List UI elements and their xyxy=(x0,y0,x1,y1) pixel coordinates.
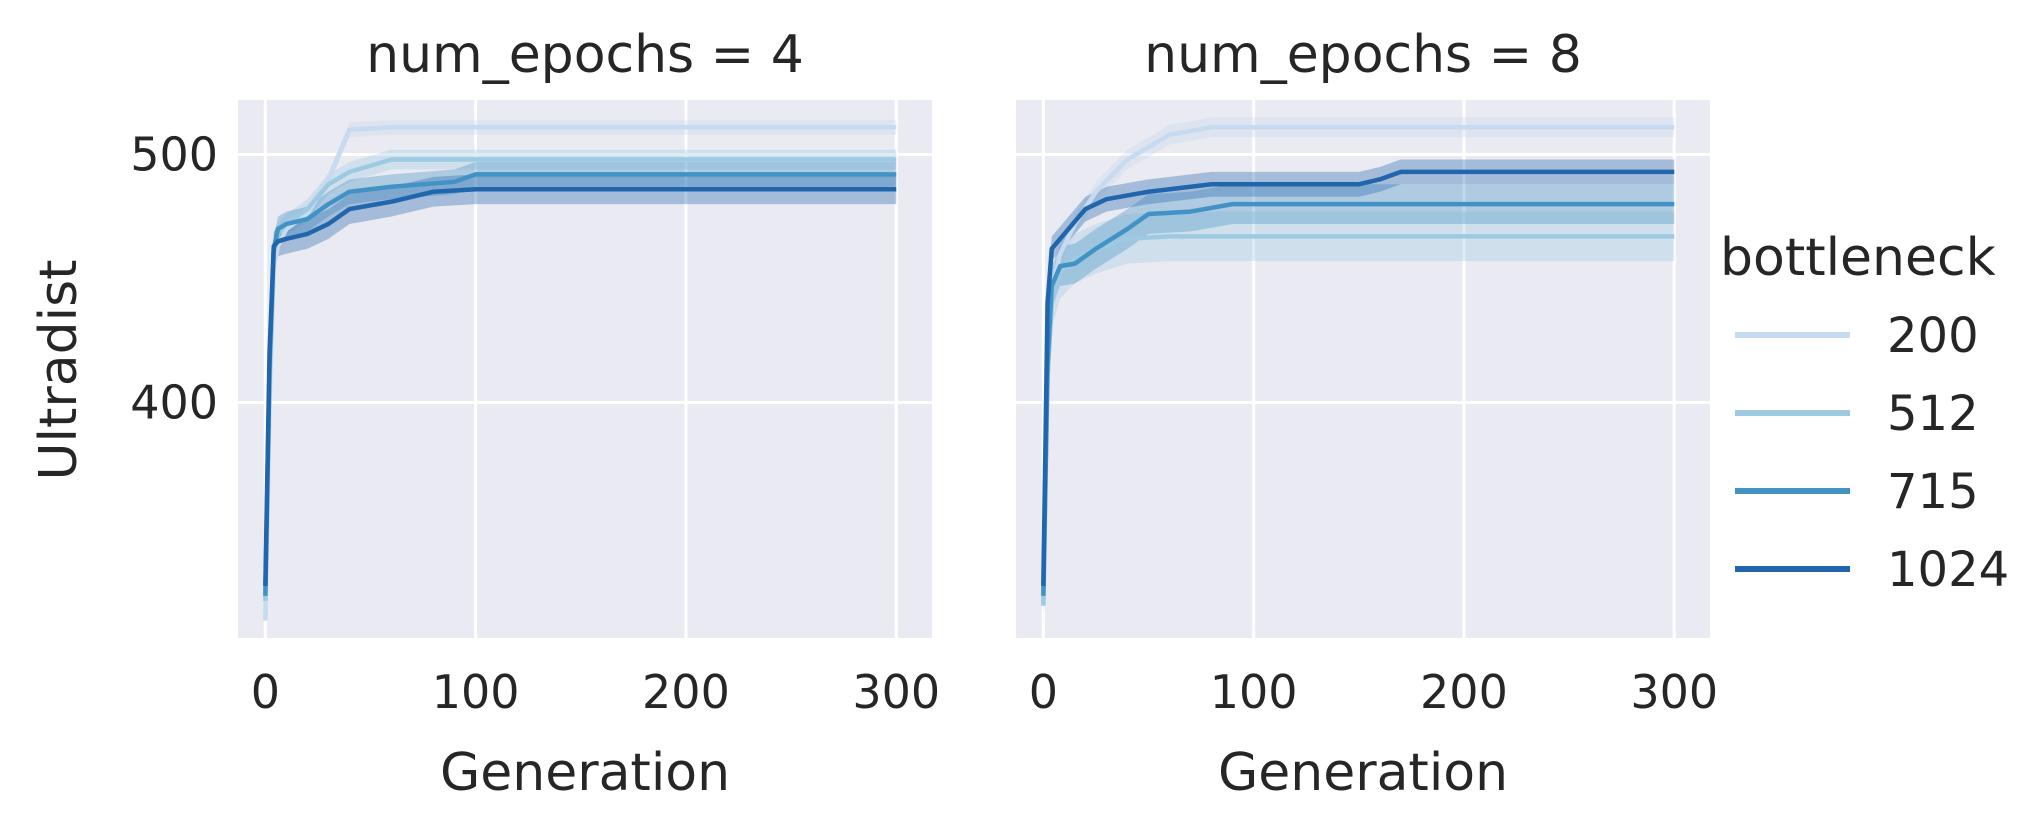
series-line-715 xyxy=(1041,201,1675,596)
legend-label-512: 512 xyxy=(1887,386,1979,442)
legend-label-200: 200 xyxy=(1887,308,1979,364)
legend-label-715: 715 xyxy=(1887,464,1979,520)
x-tick-label: 100 xyxy=(1210,665,1298,719)
series-band-1024 xyxy=(1043,159,1675,599)
panel-title: num_epochs = 4 xyxy=(366,25,804,85)
series-band-715 xyxy=(1043,184,1675,616)
panel-background xyxy=(1016,100,1710,638)
x-tick-label: 300 xyxy=(852,665,940,719)
x-axis-label: Generation xyxy=(1218,743,1508,803)
x-axis-label: Generation xyxy=(440,743,730,803)
series-line-1024 xyxy=(263,187,897,586)
x-tick-label: 300 xyxy=(1630,665,1718,719)
legend-title: bottleneck xyxy=(1720,228,1996,288)
series-band-1024 xyxy=(265,174,897,601)
y-axis-label: Ultradist xyxy=(29,259,89,480)
series-band-512 xyxy=(1043,211,1675,631)
x-tick-label: 0 xyxy=(251,665,280,719)
series-line-1024 xyxy=(1041,169,1675,586)
x-tick-label: 200 xyxy=(642,665,730,719)
y-tick-label: 500 xyxy=(130,128,218,182)
panel-title: num_epochs = 8 xyxy=(1144,25,1582,85)
x-tick-label: 100 xyxy=(432,665,520,719)
legend-label-1024: 1024 xyxy=(1887,542,2009,598)
x-tick-label: 0 xyxy=(1029,665,1058,719)
y-tick-label: 400 xyxy=(130,375,218,429)
x-tick-label: 200 xyxy=(1420,665,1508,719)
